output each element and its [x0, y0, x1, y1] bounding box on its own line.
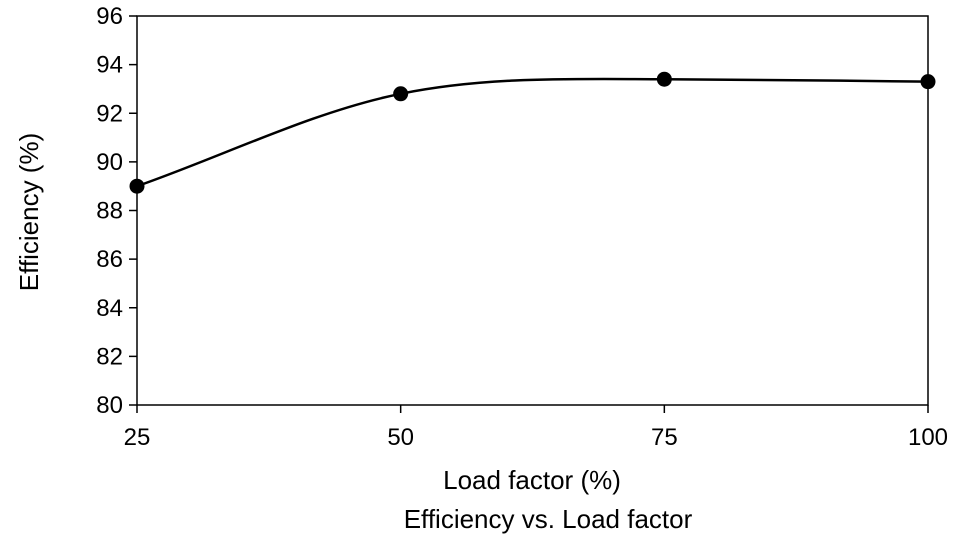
y-tick-label: 84	[96, 295, 123, 322]
axes: 80 82 84 86 88 90 92 94 96 25 50 75 100	[96, 3, 948, 451]
y-tick-label: 82	[96, 343, 123, 370]
y-tick-label: 94	[96, 52, 123, 79]
y-tick-label: 86	[96, 246, 123, 273]
x-axis-title: Load factor (%)	[443, 465, 621, 495]
data-point	[920, 74, 936, 90]
y-tick-label: 96	[96, 3, 123, 30]
y-tick-label: 90	[96, 149, 123, 176]
y-axis-title: Efficiency (%)	[14, 133, 44, 291]
y-tick-label: 92	[96, 100, 123, 127]
y-tick-label: 88	[96, 198, 123, 225]
labels: Efficiency (%) Load factor (%) Efficienc…	[14, 133, 693, 534]
x-tick-label: 100	[908, 424, 948, 451]
plot-frame	[136, 15, 929, 406]
series-line	[136, 77, 929, 188]
x-tick-label: 25	[124, 424, 151, 451]
y-tick-label: 80	[96, 392, 123, 419]
series-layer	[129, 71, 936, 194]
x-tick-label: 50	[387, 424, 414, 451]
data-point	[393, 86, 409, 102]
data-point	[656, 71, 672, 87]
x-tick-label: 75	[651, 424, 678, 451]
chart-caption: Efficiency vs. Load factor	[404, 504, 693, 534]
data-point	[129, 178, 145, 194]
